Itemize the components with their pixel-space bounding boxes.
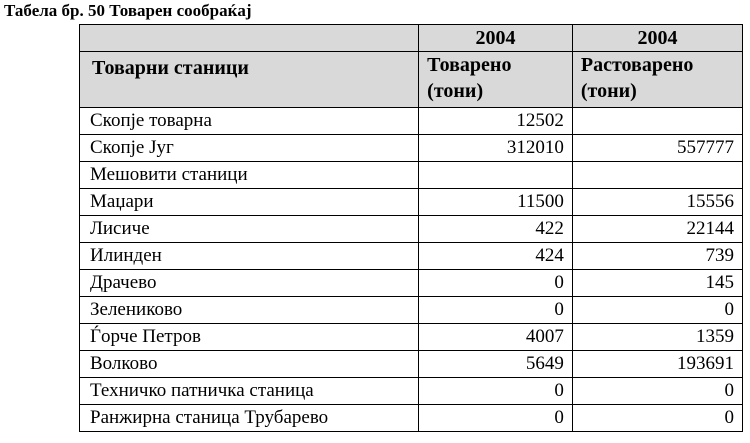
station-name-cell: Лисиче [78, 215, 420, 243]
unloaded-tonnes-cell: 0 [571, 377, 744, 405]
station-name-cell: Мешовити станици [78, 161, 420, 189]
table-row: Маџари 11500 15556 [78, 188, 744, 216]
table-caption: Табела бр. 50 Товарен сообраќај [4, 1, 252, 20]
loaded-tonnes-cell: 424 [418, 242, 573, 270]
unloaded-tonnes-cell [571, 107, 744, 135]
loaded-tonnes-cell [418, 161, 573, 189]
table-row: Зелениково 0 0 [78, 296, 744, 324]
unloaded-tonnes-cell: 0 [571, 296, 744, 324]
header-label-row: Товарни станици Товарено (тони) Растовар… [78, 51, 744, 108]
station-name-cell: Скопје товарна [78, 107, 420, 135]
unloaded-tonnes-cell: 193691 [571, 350, 744, 378]
header-unloaded: Растоварено (тони) [571, 51, 744, 108]
table-row: Мешовити станици [78, 161, 744, 189]
loaded-tonnes-cell: 0 [418, 296, 573, 324]
table-row: Техничко патничка станица 0 0 [78, 377, 744, 405]
table-body: Скопје товарна 12502 Скопје Југ 312010 55777… [78, 107, 744, 432]
table-row: Волково 5649 193691 [78, 350, 744, 378]
station-name-cell: Техничко патничка станица [78, 377, 420, 405]
header-unloaded-line2: (тони) [580, 80, 637, 102]
header-loaded-line1: Товарено [427, 54, 512, 76]
header-loaded-line2: (тони) [427, 80, 484, 102]
table-row: Ранжирна станица Трубарево 0 0 [78, 404, 744, 432]
header-year-row: 2004 2004 [78, 24, 744, 52]
header-loaded: Товарено (тони) [418, 51, 573, 108]
loaded-tonnes-cell: 312010 [418, 134, 573, 162]
loaded-tonnes-cell: 0 [418, 404, 573, 432]
unloaded-tonnes-cell: 22144 [571, 215, 744, 243]
station-name-cell: Драчево [78, 269, 420, 297]
loaded-tonnes-cell: 11500 [418, 188, 573, 216]
unloaded-tonnes-cell: 15556 [571, 188, 744, 216]
freight-traffic-table: 2004 2004 Товарни станици Товарено (тони… [78, 24, 744, 432]
header-blank-cell [78, 24, 420, 52]
station-name-cell: Зелениково [78, 296, 420, 324]
station-name-cell: Ѓорче Петров [78, 323, 420, 351]
unloaded-tonnes-cell [571, 161, 744, 189]
header-year-unloaded: 2004 [571, 24, 744, 52]
unloaded-tonnes-cell: 557777 [571, 134, 744, 162]
unloaded-tonnes-cell: 145 [571, 269, 744, 297]
table-row: Драчево 0 145 [78, 269, 744, 297]
station-name-cell: Ранжирна станица Трубарево [78, 404, 420, 432]
table-row: Ѓорче Петров 4007 1359 [78, 323, 744, 351]
table-row: Илинден 424 739 [78, 242, 744, 270]
unloaded-tonnes-cell: 739 [571, 242, 744, 270]
table-row: Скопје Југ 312010 557777 [78, 134, 744, 162]
station-name-cell: Илинден [78, 242, 420, 270]
header-unloaded-line1: Растоварено [580, 54, 694, 76]
header-stations: Товарни станици [78, 51, 420, 108]
station-name-cell: Маџари [78, 188, 420, 216]
loaded-tonnes-cell: 5649 [418, 350, 573, 378]
unloaded-tonnes-cell: 1359 [571, 323, 744, 351]
table-row: Скопје товарна 12502 [78, 107, 744, 135]
table-row: Лисиче 422 22144 [78, 215, 744, 243]
header-year-loaded: 2004 [418, 24, 573, 52]
station-name-cell: Волково [78, 350, 420, 378]
loaded-tonnes-cell: 422 [418, 215, 573, 243]
station-name-cell: Скопје Југ [78, 134, 420, 162]
loaded-tonnes-cell: 0 [418, 269, 573, 297]
loaded-tonnes-cell: 0 [418, 377, 573, 405]
unloaded-tonnes-cell: 0 [571, 404, 744, 432]
loaded-tonnes-cell: 12502 [418, 107, 573, 135]
loaded-tonnes-cell: 4007 [418, 323, 573, 351]
